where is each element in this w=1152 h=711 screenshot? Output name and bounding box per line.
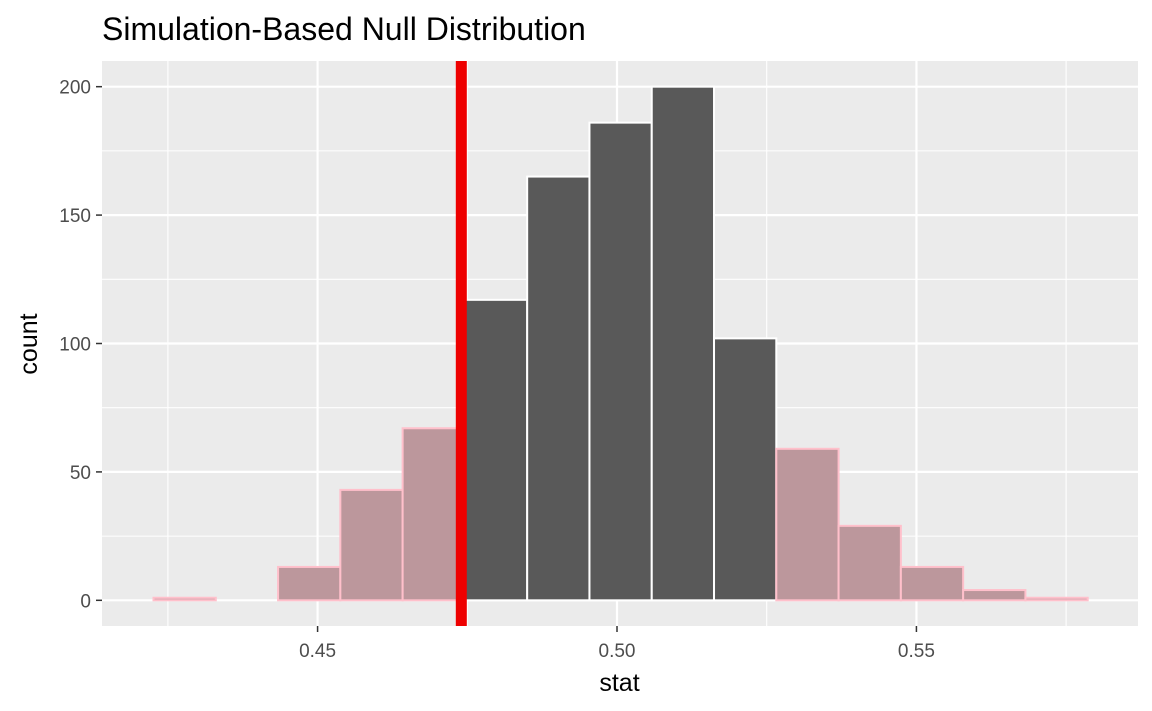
histogram-bars <box>152 85 1089 602</box>
histogram-bar-shaded <box>899 565 965 602</box>
histogram-bar <box>588 121 653 602</box>
y-tick-label: 100 <box>59 335 91 356</box>
y-tick-label: 150 <box>59 206 91 227</box>
histogram-bar-shaded <box>1024 596 1089 602</box>
y-tick-label: 200 <box>59 78 91 99</box>
histogram-bar-shaded <box>775 447 840 602</box>
histogram-bar <box>463 298 529 602</box>
y-axis-title: count <box>15 313 43 374</box>
histogram-bar-shaded <box>837 524 902 602</box>
x-tick-label: 0.55 <box>898 641 935 662</box>
chart-title: Simulation-Based Null Distribution <box>102 11 586 47</box>
histogram-bar-shaded <box>339 488 404 602</box>
histogram-bar <box>526 175 591 602</box>
y-tick-label: 50 <box>70 463 91 484</box>
histogram-bar-shaded <box>152 596 217 602</box>
x-tick-label: 0.50 <box>599 641 636 662</box>
histogram-bar-shaded <box>401 427 466 602</box>
x-axis-title: stat <box>599 669 639 697</box>
histogram-bar-shaded <box>962 589 1027 602</box>
axes: 0.45 0.50 0.55 0 50 100 150 200 <box>59 78 935 662</box>
x-tick-label: 0.45 <box>299 641 336 662</box>
histogram-bar <box>713 337 778 602</box>
histogram-bar <box>650 85 716 602</box>
histogram-bar-shaded <box>277 565 342 602</box>
y-tick-label: 0 <box>80 591 91 612</box>
